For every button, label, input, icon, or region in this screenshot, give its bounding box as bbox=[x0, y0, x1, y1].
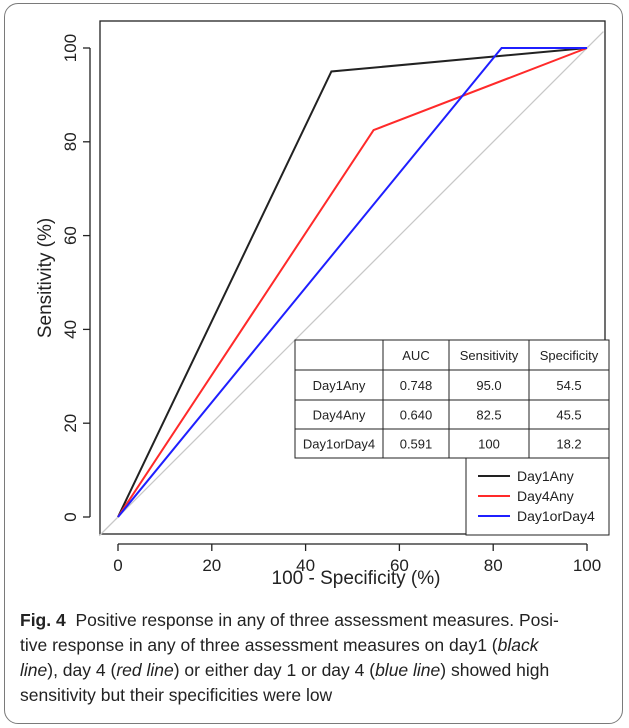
table-cell: 95.0 bbox=[476, 378, 501, 393]
legend: Day1Any Day4Any Day1orDay4 bbox=[465, 457, 610, 536]
y-tick-label-0: 0 bbox=[61, 512, 80, 521]
x-tick-label-100: 100 bbox=[573, 556, 601, 575]
legend-label-day4any: Day4Any bbox=[517, 488, 574, 504]
caption-emph-blue: blue line bbox=[375, 660, 441, 680]
series-line-day4any bbox=[117, 47, 588, 518]
figure-caption: Fig. 4 Positive response in any of three… bbox=[20, 608, 614, 708]
table-cell: Day4Any bbox=[313, 408, 366, 423]
x-tick-label-0: 0 bbox=[113, 556, 122, 575]
table-cell: 0.748 bbox=[400, 378, 433, 393]
y-tick-label-100: 100 bbox=[61, 34, 80, 62]
y-tick-label-20: 20 bbox=[61, 414, 80, 433]
table-cell: 0.591 bbox=[400, 437, 433, 452]
caption-text-b: ) or either day 1 or day 4 ( bbox=[173, 660, 376, 680]
y-tick-label-60: 60 bbox=[61, 226, 80, 245]
table-header-cell: Specificity bbox=[540, 348, 599, 363]
reference-diagonal bbox=[98, 31, 604, 537]
table-header-cell: AUC bbox=[402, 348, 429, 363]
axes: 0 20 40 60 80 100 0 20 40 60 80 100 bbox=[61, 34, 601, 575]
x-tick-label-60: 60 bbox=[390, 556, 409, 575]
caption-line-4: sensitivity but their specificities were… bbox=[20, 685, 333, 705]
y-axis-label: Sensitivity (%) bbox=[35, 218, 56, 338]
table-cell: Day1orDay4 bbox=[303, 437, 375, 452]
caption-emph-line: line bbox=[20, 660, 48, 680]
x-axis-label: 100 - Specificity (%) bbox=[272, 568, 441, 589]
series-line-day1orday4 bbox=[117, 47, 587, 518]
table-border bbox=[294, 339, 610, 459]
series-lines bbox=[98, 31, 604, 537]
y-tick-label-80: 80 bbox=[61, 132, 80, 151]
table-header-cell: Sensitivity bbox=[460, 348, 519, 363]
table-cell: 0.640 bbox=[400, 408, 433, 423]
caption-text-c: ) showed high bbox=[440, 660, 550, 680]
table-cell: 45.5 bbox=[556, 408, 581, 423]
table-cell: 54.5 bbox=[556, 378, 581, 393]
roc-chart: 0 20 40 60 80 100 0 20 40 60 80 100 100 - Specifici… bbox=[35, 20, 610, 589]
table-cell: 100 bbox=[478, 437, 500, 452]
series-line-day1any bbox=[117, 47, 588, 518]
table-cell: 82.5 bbox=[476, 408, 501, 423]
x-tick-label-80: 80 bbox=[484, 556, 503, 575]
caption-label: Fig. 4 bbox=[20, 610, 66, 630]
legend-label-day1orday4: Day1orDay4 bbox=[517, 508, 595, 524]
legend-label-day1any: Day1Any bbox=[517, 468, 574, 484]
plot-area bbox=[99, 20, 606, 535]
caption-emph-red: red line bbox=[116, 660, 174, 680]
x-tick-label-20: 20 bbox=[202, 556, 221, 575]
y-tick-label-40: 40 bbox=[61, 320, 80, 339]
x-tick-label-40: 40 bbox=[296, 556, 315, 575]
caption-text-a: ), day 4 ( bbox=[47, 660, 117, 680]
stats-table: AUC Sensitivity Specificity Day1Any 0.748 95.… bbox=[294, 339, 610, 459]
caption-line-2: tive response in any of three assessment… bbox=[20, 635, 498, 655]
table-cell: Day1Any bbox=[313, 378, 366, 393]
caption-emph-black: black bbox=[497, 635, 539, 655]
table-cell: 18.2 bbox=[556, 437, 581, 452]
caption-line-1: Positive response in any of three assess… bbox=[75, 610, 559, 630]
